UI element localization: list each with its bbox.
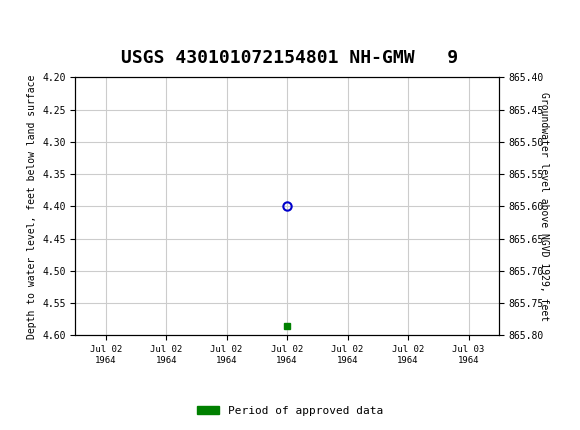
Y-axis label: Groundwater level above NGVD 1929, feet: Groundwater level above NGVD 1929, feet (539, 92, 549, 321)
Legend: Period of approved data: Period of approved data (193, 401, 387, 420)
Text: ▒USGS: ▒USGS (9, 15, 67, 37)
Y-axis label: Depth to water level, feet below land surface: Depth to water level, feet below land su… (27, 74, 37, 338)
Text: USGS 430101072154801 NH-GMW   9: USGS 430101072154801 NH-GMW 9 (121, 49, 459, 67)
